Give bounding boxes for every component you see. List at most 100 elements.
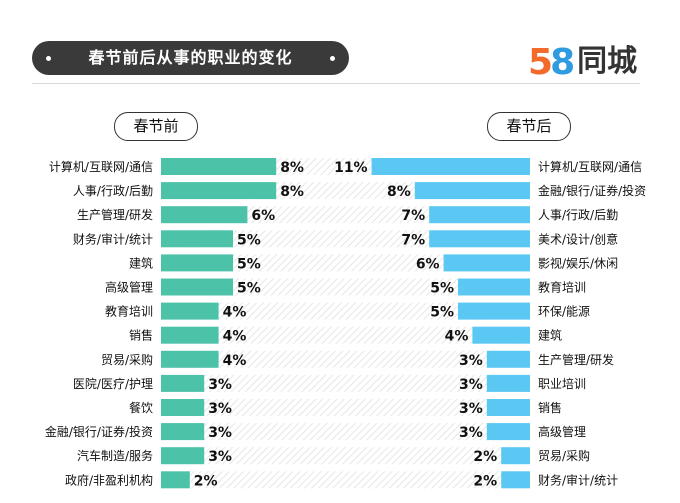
row-track xyxy=(161,278,530,296)
before-bar xyxy=(161,423,205,441)
after-value-label: 6% xyxy=(416,256,440,272)
after-category-label: 职业培训 xyxy=(538,376,586,391)
after-category-label: 建筑 xyxy=(538,328,562,343)
before-bar xyxy=(161,374,205,392)
before-value-label: 3% xyxy=(208,425,232,441)
before-value-label: 4% xyxy=(223,329,247,345)
after-category-label: 影视/娱乐/休闲 xyxy=(538,255,618,270)
before-category-label: 建筑 xyxy=(129,255,153,270)
row-track xyxy=(161,374,530,392)
after-value-label: 5% xyxy=(430,305,454,321)
after-value-label: 3% xyxy=(459,353,483,369)
before-category-label: 汽车制造/服务 xyxy=(77,448,153,463)
before-bar xyxy=(161,302,219,320)
before-value-label: 5% xyxy=(237,256,261,272)
before-value-label: 6% xyxy=(251,208,275,224)
before-section-label: 春节前 xyxy=(114,112,198,141)
after-value-label: 2% xyxy=(473,449,497,465)
after-category-label: 教育培训 xyxy=(538,280,586,295)
after-value-label: 3% xyxy=(459,377,483,393)
row-track xyxy=(161,447,530,465)
before-bar xyxy=(161,230,233,248)
before-category-label: 销售 xyxy=(129,328,153,343)
header-divider xyxy=(32,83,640,84)
after-value-label: 3% xyxy=(459,425,483,441)
after-value-label: 7% xyxy=(401,232,425,248)
before-value-label: 4% xyxy=(223,353,247,369)
before-bar xyxy=(161,399,205,416)
brand-logo: 58同城 xyxy=(528,36,637,83)
after-category-label: 生产管理/研发 xyxy=(538,352,614,367)
before-value-label: 3% xyxy=(208,449,232,465)
after-value-label: 7% xyxy=(401,208,425,224)
row-track xyxy=(161,302,530,320)
before-bar xyxy=(161,278,233,296)
before-category-label: 人事/行政/后勤 xyxy=(73,184,153,198)
after-category-label: 销售 xyxy=(538,400,562,415)
before-value-label: 5% xyxy=(237,232,261,248)
after-bar xyxy=(486,350,530,368)
before-value-label: 3% xyxy=(208,377,232,393)
after-bar xyxy=(443,254,530,272)
after-bar xyxy=(501,471,530,489)
before-category-label: 政府/非盈利机构 xyxy=(65,472,153,487)
row-track xyxy=(161,350,530,368)
after-bar xyxy=(414,182,530,200)
after-bar xyxy=(371,158,530,175)
before-series: 计算机/互联网/通信 8% 人事/行政/后勤 8% 生产管理/研发 6% 财务/审计/统计 5… xyxy=(45,158,304,489)
before-category-label: 贸易/采购 xyxy=(101,352,153,367)
logo-digit-8: 8 xyxy=(550,42,576,83)
before-value-label: 4% xyxy=(223,305,247,321)
after-category-label: 高级管理 xyxy=(538,424,586,439)
before-bar xyxy=(161,254,233,272)
before-bar xyxy=(161,471,190,489)
before-category-label: 金融/银行/证券/投资 xyxy=(45,424,153,439)
before-category-label: 医院/医疗/护理 xyxy=(73,377,153,391)
after-value-label: 11% xyxy=(334,160,368,176)
before-category-label: 财务/审计/统计 xyxy=(73,231,153,246)
after-bar xyxy=(486,374,530,392)
after-category-label: 计算机/互联网/通信 xyxy=(538,159,642,174)
title-banner: 春节前后从事的职业的变化 xyxy=(32,41,349,75)
before-bar xyxy=(161,158,277,175)
after-value-label: 4% xyxy=(445,329,469,345)
after-bar xyxy=(486,399,530,416)
before-value-label: 5% xyxy=(237,281,261,297)
row-track xyxy=(161,254,530,272)
after-bar xyxy=(501,447,530,465)
after-bar xyxy=(429,230,530,248)
after-category-label: 金融/银行/证券/投资 xyxy=(538,183,646,198)
after-value-label: 8% xyxy=(387,184,411,200)
after-category-label: 环保/能源 xyxy=(538,305,590,319)
after-bar xyxy=(429,206,530,224)
bullet-dot-left xyxy=(46,56,51,61)
before-category-label: 餐饮 xyxy=(129,400,153,415)
before-bar xyxy=(161,350,219,368)
before-value-label: 2% xyxy=(194,473,218,489)
after-category-label: 人事/行政/后勤 xyxy=(538,208,618,222)
row-track xyxy=(161,326,530,344)
row-track xyxy=(161,399,530,416)
after-category-label: 财务/审计/统计 xyxy=(538,472,618,487)
after-bar xyxy=(486,423,530,441)
after-section-label: 春节后 xyxy=(487,112,571,141)
after-bar xyxy=(458,302,530,320)
bullet-dot-right xyxy=(330,56,335,61)
logo-digit-5: 5 xyxy=(528,42,553,83)
before-bar xyxy=(161,326,219,344)
before-category-label: 计算机/互联网/通信 xyxy=(49,159,153,174)
after-bar xyxy=(472,326,530,344)
before-bar xyxy=(161,206,248,224)
page-title: 春节前后从事的职业的变化 xyxy=(88,48,293,67)
before-bar xyxy=(161,447,205,465)
before-bar xyxy=(161,182,277,200)
after-value-label: 3% xyxy=(459,401,483,417)
after-bar xyxy=(458,278,530,296)
before-category-label: 教育培训 xyxy=(105,304,153,319)
after-series: 计算机/互联网/通信 11% 金融/银行/证券/投资 8% 人事/行政/后勤 7% 美术/设… xyxy=(334,158,646,489)
after-value-label: 2% xyxy=(473,473,497,489)
before-value-label: 8% xyxy=(280,184,304,200)
row-track xyxy=(161,471,530,489)
before-category-label: 生产管理/研发 xyxy=(77,207,153,222)
